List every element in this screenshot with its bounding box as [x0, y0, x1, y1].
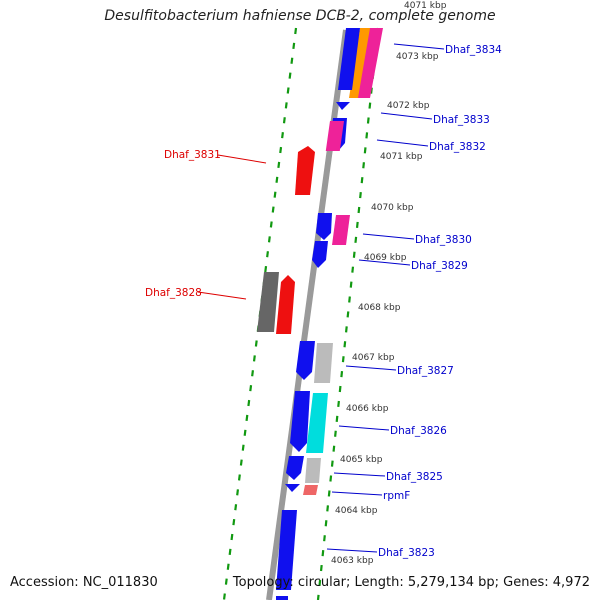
- kbp-label: 4069 kbp: [364, 253, 407, 263]
- kbp-label: 4064 kbp: [335, 506, 378, 516]
- gene-label-dhaf-3832[interactable]: Dhaf_3832: [429, 141, 486, 153]
- gene-small-blue-arrow[interactable]: [336, 102, 350, 110]
- kbp-label: 4067 kbp: [352, 353, 395, 363]
- gene-label-dhaf-3828[interactable]: Dhaf_3828: [145, 287, 202, 299]
- leader-dhaf-3827: [345, 365, 397, 371]
- gene-label-dhaf-3834[interactable]: Dhaf_3834: [445, 44, 502, 56]
- gene-dhaf-3826-blue[interactable]: [290, 391, 310, 452]
- kbp-label: 4066 kbp: [346, 404, 389, 414]
- kbp-label: 4063 kbp: [331, 556, 374, 566]
- gene-dhaf-3830-blue[interactable]: [316, 213, 332, 240]
- gene-dhaf-3828[interactable]: [276, 275, 295, 334]
- gene-label-dhaf-3831[interactable]: Dhaf_3831: [164, 149, 221, 161]
- leader-dhaf-3830: [362, 233, 415, 240]
- gene-dhaf-3831[interactable]: [295, 146, 315, 195]
- gene-dhaf-3827[interactable]: [314, 343, 333, 383]
- leader-dhaf-3834: [393, 43, 445, 50]
- gene-rpmf[interactable]: [303, 485, 318, 495]
- leader-dhaf-3823: [326, 548, 378, 553]
- gene-dhaf-3825-blue[interactable]: [286, 456, 304, 480]
- gene-label-dhaf-3827[interactable]: Dhaf_3827: [397, 365, 454, 377]
- leader-dhaf-3829: [358, 259, 411, 266]
- kbp-label: 4070 kbp: [371, 203, 414, 213]
- gene-dhaf-3828-gray[interactable]: [257, 272, 279, 332]
- gene-label-dhaf-3830[interactable]: Dhaf_3830: [415, 234, 472, 246]
- map-title: Desulfitobacterium hafniense DCB-2, comp…: [104, 8, 496, 24]
- leader-rpmf: [331, 491, 383, 496]
- outer-tick-track: [316, 27, 380, 600]
- leader-dhaf-3828: [197, 291, 247, 300]
- kbp-label: 4071 kbp: [380, 152, 423, 162]
- leader-dhaf-3826: [338, 425, 390, 431]
- gene-small-blue-arrow-2[interactable]: [285, 484, 300, 492]
- leader-dhaf-3825: [333, 472, 386, 477]
- gene-label-dhaf-3825[interactable]: Dhaf_3825: [386, 471, 443, 483]
- leader-dhaf-3833: [380, 112, 433, 120]
- gene-label-dhaf-3833[interactable]: Dhaf_3833: [433, 114, 490, 126]
- gene-label-dhaf-3826[interactable]: Dhaf_3826: [390, 425, 447, 437]
- gene-dhaf-3827-blue[interactable]: [296, 341, 315, 380]
- gene-dhaf-3825[interactable]: [305, 458, 321, 483]
- gene-label-dhaf-3829[interactable]: Dhaf_3829: [411, 260, 468, 272]
- topology-text: Topology: circular; Length: 5,279,134 bp…: [232, 575, 590, 590]
- gene-dhaf-3834[interactable]: [338, 28, 360, 90]
- accession-text: Accession: NC_011830: [10, 575, 158, 590]
- gene-dhaf-3830[interactable]: [332, 215, 350, 245]
- kbp-label: 4065 kbp: [340, 455, 383, 465]
- gene-dhaf-3832[interactable]: [325, 121, 344, 151]
- gene-label-dhaf-3823[interactable]: Dhaf_3823: [378, 547, 435, 559]
- gene-label-rpmf[interactable]: rpmF: [383, 490, 410, 502]
- kbp-label: 4071 kbp: [404, 1, 447, 11]
- kbp-label: 4068 kbp: [358, 303, 401, 313]
- leader-dhaf-3832: [376, 139, 429, 147]
- leader-dhaf-3831: [217, 154, 267, 164]
- gene-dhaf-3829[interactable]: [312, 241, 328, 268]
- gene-dhaf-3823[interactable]: [276, 510, 297, 590]
- gene-magenta-strand[interactable]: [358, 28, 383, 98]
- gene-dhaf-3826[interactable]: [306, 393, 328, 453]
- gene-partial-bottom[interactable]: [276, 596, 288, 600]
- kbp-label: 4073 kbp: [396, 52, 439, 62]
- kbp-label: 4072 kbp: [387, 101, 430, 111]
